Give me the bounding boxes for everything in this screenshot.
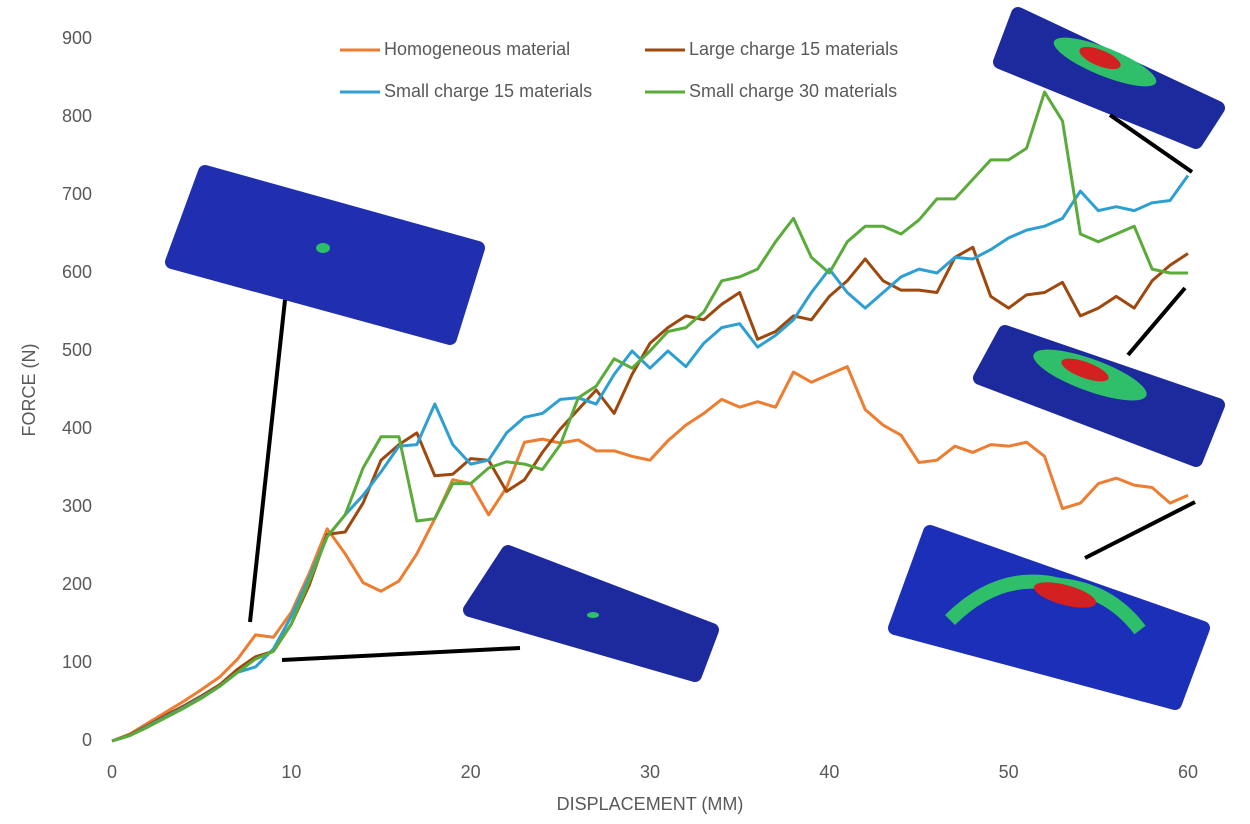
leader-line xyxy=(1128,288,1185,355)
chart: DISPLACEMENT (MM) FORCE (N) 010020030040… xyxy=(0,0,1250,824)
inset-damage xyxy=(587,612,599,618)
y-tick-label: 500 xyxy=(62,340,92,360)
legend-label: Homogeneous material xyxy=(384,39,570,59)
y-tick-label: 800 xyxy=(62,106,92,126)
y-tick-label: 100 xyxy=(62,652,92,672)
legend-label: Large charge 15 materials xyxy=(689,39,898,59)
y-tick-label: 700 xyxy=(62,184,92,204)
x-tick-label: 20 xyxy=(461,762,481,782)
x-tick-label: 0 xyxy=(107,762,117,782)
inset-plate xyxy=(895,532,1203,703)
y-tick-label: 0 xyxy=(82,730,92,750)
legend-label: Small charge 30 materials xyxy=(689,81,897,101)
x-axis-label: DISPLACEMENT (MM) xyxy=(557,794,744,814)
inset-plate xyxy=(172,172,478,338)
y-tick-label: 200 xyxy=(62,574,92,594)
leader-line xyxy=(1085,502,1195,558)
inset-plate xyxy=(980,332,1218,460)
x-tick-label: 30 xyxy=(640,762,660,782)
x-tick-label: 10 xyxy=(281,762,301,782)
x-tick-label: 40 xyxy=(819,762,839,782)
y-tick-label: 300 xyxy=(62,496,92,516)
y-tick-label: 600 xyxy=(62,262,92,282)
leader-line xyxy=(250,300,285,622)
y-tick-label: 400 xyxy=(62,418,92,438)
y-tick-label: 900 xyxy=(62,28,92,48)
y-axis-label: FORCE (N) xyxy=(19,344,39,437)
inset-damage xyxy=(316,243,330,253)
legend-label: Small charge 15 materials xyxy=(384,81,592,101)
x-tick-label: 60 xyxy=(1178,762,1198,782)
x-tick-label: 50 xyxy=(999,762,1019,782)
leader-line xyxy=(282,648,520,660)
